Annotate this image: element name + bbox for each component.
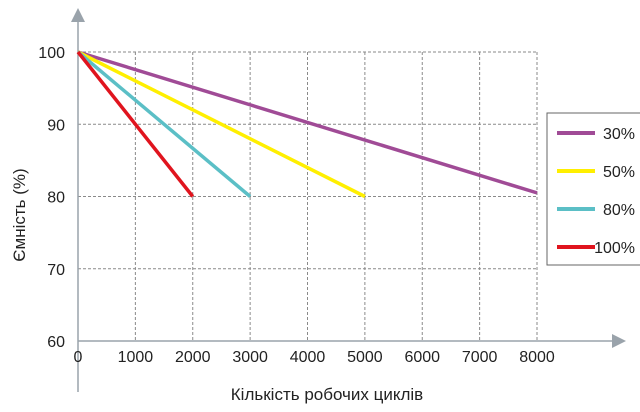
y-tick-labels: 60 70 80 90 100 — [38, 45, 65, 351]
series-line-30-percent — [77, 50, 538, 195]
y-tick-label: 90 — [47, 117, 65, 134]
series-line-50-percent — [77, 50, 366, 199]
y-tick-label: 70 — [47, 262, 65, 279]
y-tick-label: 60 — [47, 334, 65, 351]
series-lines — [76, 50, 538, 199]
x-tick-label: 4000 — [290, 349, 326, 366]
x-axis-arrow-icon — [612, 334, 626, 348]
x-tick-label: 3000 — [232, 349, 268, 366]
y-tick-label: 100 — [38, 45, 65, 62]
y-axis-arrow-icon — [71, 8, 85, 22]
legend-label: 30% — [603, 126, 635, 143]
x-tick-label: 7000 — [462, 349, 498, 366]
y-axis-label: Ємність (%) — [10, 168, 29, 261]
series-line-80-percent — [76, 50, 252, 198]
series-line-100-percent — [76, 50, 195, 198]
grid — [78, 51, 538, 341]
x-tick-label: 1000 — [118, 349, 154, 366]
legend-box — [546, 112, 640, 266]
legend-label: 100% — [594, 240, 635, 257]
y-tick-label: 80 — [47, 190, 65, 207]
x-tick-label: 8000 — [519, 349, 555, 366]
axes — [71, 8, 626, 392]
legend: 30% 50% 80% 100% — [546, 112, 640, 266]
x-tick-label: 0 — [74, 349, 83, 366]
legend-label: 50% — [603, 164, 635, 181]
x-axis-label: Кількість робочих циклів — [231, 385, 423, 404]
legend-label: 80% — [603, 202, 635, 219]
x-tick-label: 5000 — [347, 349, 383, 366]
x-tick-label: 6000 — [404, 349, 440, 366]
x-tick-label: 2000 — [175, 349, 211, 366]
x-tick-labels: 0 1000 2000 3000 4000 5000 6000 7000 8000 — [74, 349, 555, 366]
